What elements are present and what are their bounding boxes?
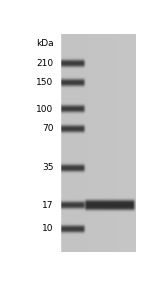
Text: 10: 10 [42,224,54,233]
Text: 100: 100 [36,105,54,114]
Text: 17: 17 [42,201,54,209]
Text: 35: 35 [42,164,54,172]
Text: 150: 150 [36,78,54,87]
Bar [19,34,60,252]
Text: 70: 70 [42,124,54,133]
Text: 210: 210 [36,59,54,68]
Text: kDa: kDa [36,39,54,48]
